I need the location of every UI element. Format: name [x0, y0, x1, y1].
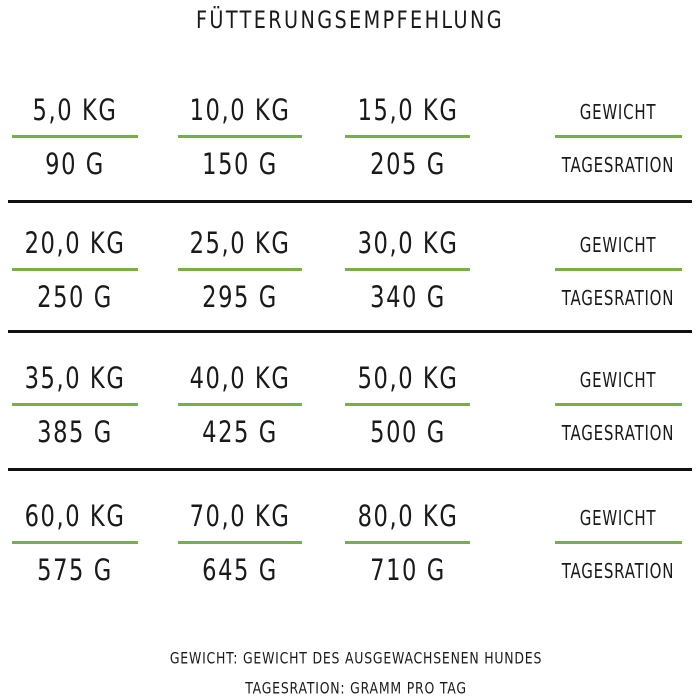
divider-line — [345, 268, 470, 271]
weight-value: 60,0 KG — [24, 499, 126, 533]
weight-value: 5,0 KG — [32, 93, 118, 127]
legend-line — [555, 403, 682, 406]
ration-value: 645 G — [202, 553, 278, 587]
weight-value: 10,0 KG — [189, 93, 291, 127]
weight-value: 40,0 KG — [189, 361, 291, 395]
divider-line — [345, 541, 470, 544]
footnote: TAGESRATION: GRAMM PRO TAG — [245, 678, 467, 698]
divider-line — [12, 135, 138, 138]
ration-value: 425 G — [202, 415, 278, 449]
ration-value: 205 G — [370, 147, 446, 181]
divider-line — [12, 268, 138, 271]
title: FÜTTERUNGSEMPFEHLUNG — [195, 6, 505, 34]
divider-line — [178, 541, 302, 544]
ration-value: 340 G — [370, 280, 446, 314]
legend-ration: TAGESRATION — [561, 559, 675, 583]
legend-ration: TAGESRATION — [561, 421, 675, 445]
divider-line — [178, 135, 302, 138]
weight-value: 25,0 KG — [189, 226, 291, 260]
weight-value: 50,0 KG — [357, 361, 459, 395]
row-separator — [8, 468, 692, 471]
ration-value: 385 G — [37, 415, 113, 449]
ration-value: 295 G — [202, 280, 278, 314]
ration-value: 500 G — [370, 415, 446, 449]
ration-value: 150 G — [202, 147, 278, 181]
ration-value: 250 G — [37, 280, 113, 314]
weight-value: 20,0 KG — [24, 226, 126, 260]
legend-ration: TAGESRATION — [561, 153, 675, 177]
legend-weight: GEWICHT — [579, 368, 657, 392]
row-separator — [8, 200, 692, 203]
legend-weight: GEWICHT — [579, 233, 657, 257]
ration-value: 90 G — [45, 147, 105, 181]
row-separator — [8, 330, 692, 333]
weight-value: 35,0 KG — [24, 361, 126, 395]
legend-line — [555, 135, 682, 138]
weight-value: 70,0 KG — [189, 499, 291, 533]
legend-weight: GEWICHT — [579, 506, 657, 530]
legend-weight: GEWICHT — [579, 100, 657, 124]
legend-line — [555, 541, 682, 544]
weight-value: 30,0 KG — [357, 226, 459, 260]
legend-line — [555, 268, 682, 271]
divider-line — [12, 403, 138, 406]
weight-value: 15,0 KG — [357, 93, 459, 127]
divider-line — [178, 268, 302, 271]
divider-line — [345, 403, 470, 406]
weight-value: 80,0 KG — [357, 499, 459, 533]
divider-line — [345, 135, 470, 138]
legend-ration: TAGESRATION — [561, 286, 675, 310]
ration-value: 710 G — [370, 553, 446, 587]
divider-line — [12, 541, 138, 544]
footnote: GEWICHT: GEWICHT DES AUSGEWACHSENEN HUND… — [169, 648, 543, 668]
divider-line — [178, 403, 302, 406]
ration-value: 575 G — [37, 553, 113, 587]
